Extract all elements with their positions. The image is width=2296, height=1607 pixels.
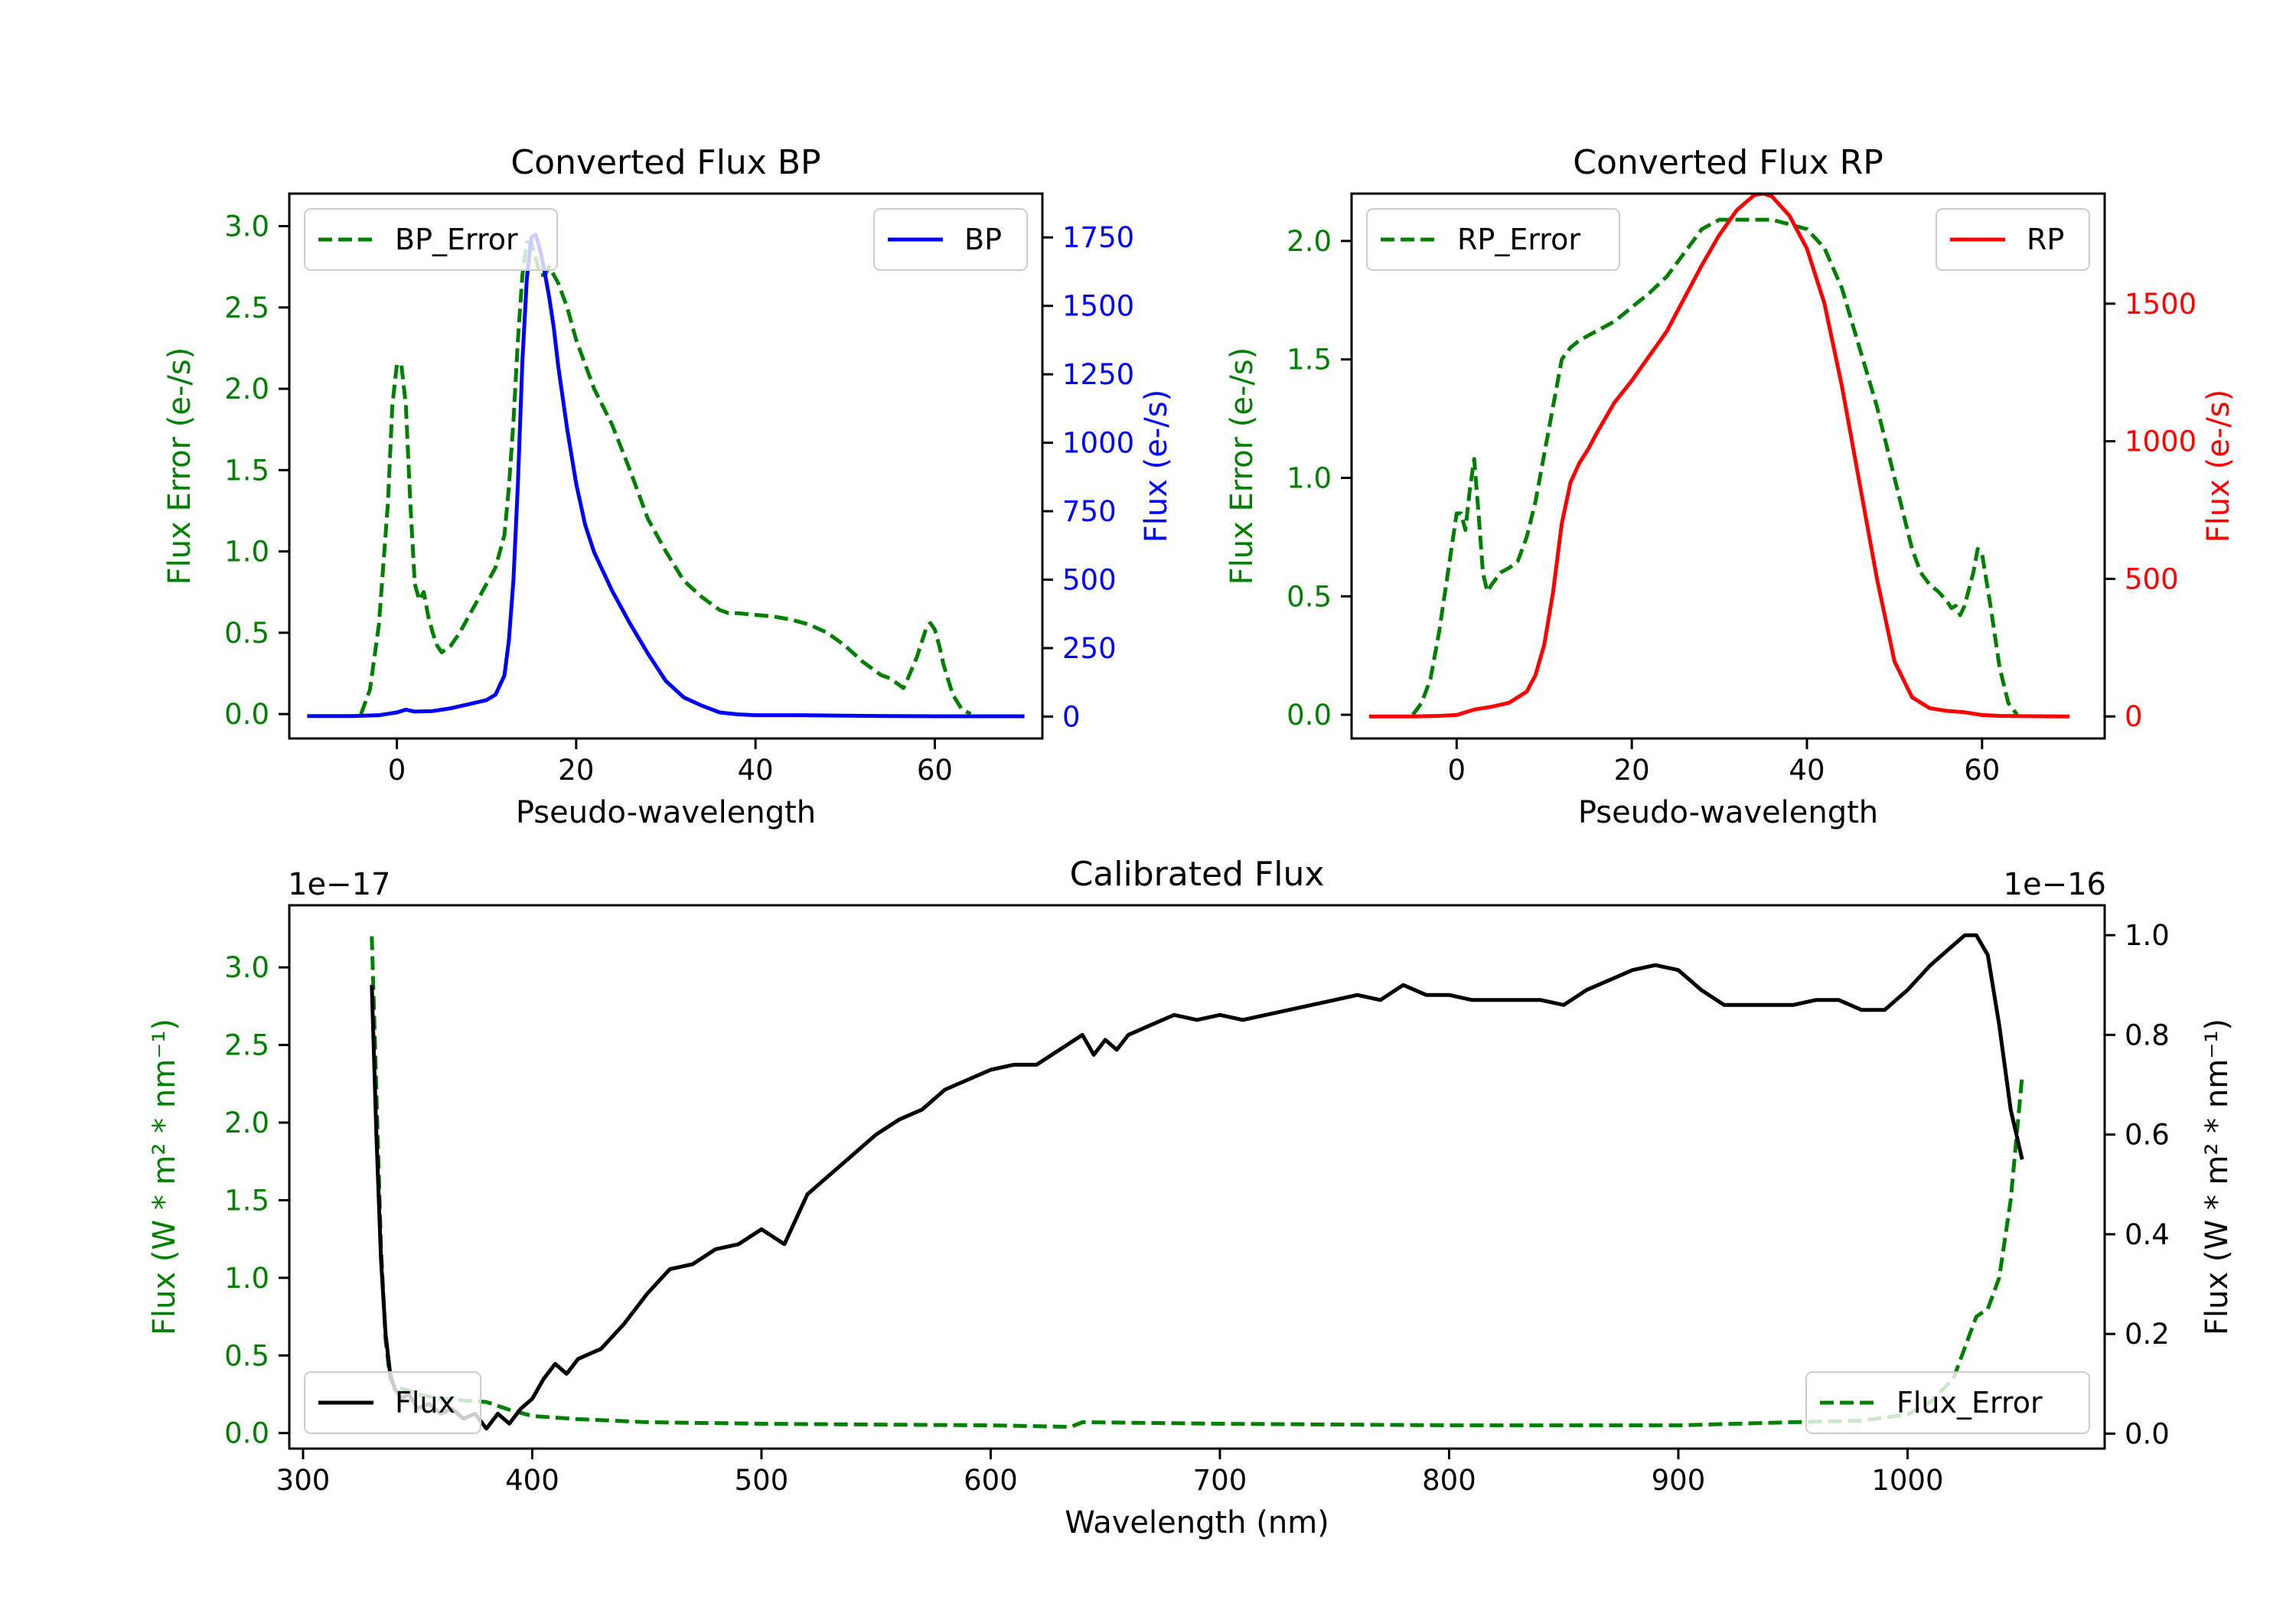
x-tick-label: 500	[735, 1464, 789, 1497]
y-right-tick-label: 0	[1062, 700, 1081, 733]
y-right-tick-label: 1500	[1062, 290, 1134, 323]
y-left-tick-label: 2.0	[1287, 225, 1332, 258]
y-right-tick-label: 0.6	[2125, 1119, 2170, 1152]
legend-rp-flux-box	[1936, 208, 2090, 271]
chart-converted-flux-rp: 0 20 40 60 0.0 0.5 1.0 1.5 2.0 0 500 1000 1500 Conver…	[1225, 143, 2236, 830]
x-tick-label: 40	[738, 754, 774, 787]
chart-title: Calibrated Flux	[1070, 855, 1325, 894]
y-left-tick-label: 0.0	[224, 1417, 269, 1450]
x-axis-label: Pseudo-wavelength	[1578, 795, 1878, 830]
chart-title: Converted Flux BP	[510, 143, 820, 182]
y-right-tick-label: 1000	[2125, 425, 2197, 458]
y-right-tick-label: 1750	[1062, 221, 1134, 254]
plot-frame	[288, 904, 2106, 1450]
legend-rp-flux-label: RP	[2027, 223, 2064, 256]
y-left-tick-label: 0.5	[1287, 580, 1332, 613]
y-right-tick-label: 0	[2125, 700, 2143, 733]
legend-flux-box	[304, 1371, 481, 1434]
chart-title: Converted Flux RP	[1573, 143, 1883, 182]
x-tick-label: 20	[558, 754, 594, 787]
y-right-tick-label: 0.0	[2125, 1417, 2170, 1450]
y-left-tick-label: 3.0	[224, 951, 269, 984]
x-axis-label: Pseudo-wavelength	[516, 795, 816, 830]
x-tick-label: 900	[1652, 1464, 1706, 1497]
legend-rp-error-box	[1366, 208, 1620, 271]
legend-bp-flux-label: BP	[964, 223, 1002, 256]
y-right-tick-label: 1000	[1062, 427, 1134, 460]
y-right-axis-label: Flux (W * m² * nm⁻¹)	[2200, 1019, 2235, 1335]
y-right-tick-label: 500	[2125, 562, 2179, 595]
x-tick-label: 300	[276, 1464, 331, 1497]
y-left-tick-label: 1.5	[1287, 344, 1332, 376]
legend-bp-error-label: BP_Error	[395, 223, 518, 256]
y-right-tick-label: 1.0	[2125, 919, 2170, 952]
y-left-tick-label: 2.5	[224, 292, 269, 324]
y-left-tick-label: 2.0	[224, 373, 269, 406]
x-tick-label: 0	[388, 754, 406, 787]
y-left-axis-label: Flux Error (e-/s)	[162, 347, 197, 585]
y-left-offset-label: 1e−17	[288, 867, 390, 902]
y-right-tick-label: 500	[1062, 563, 1117, 596]
x-tick-label: 400	[505, 1464, 559, 1497]
y-left-axis-label: Flux Error (e-/s)	[1225, 347, 1260, 585]
series-line-bp-error	[359, 240, 972, 716]
x-tick-label: 40	[1789, 754, 1825, 787]
y-left-tick-label: 0.0	[224, 698, 269, 731]
legend-bp-flux-box	[873, 208, 1028, 271]
chart-converted-flux-bp: 0 20 40 60 0.0 0.5 1.0 1.5 2.0 2.5 3.0 0 250 500 750 10…	[162, 143, 1174, 830]
y-left-tick-label: 2.5	[224, 1029, 269, 1062]
legend-flux: Flux	[304, 1371, 481, 1434]
plot-frame	[288, 192, 1044, 740]
y-left-tick-label: 1.5	[224, 1184, 269, 1217]
y-right-tick-label: 1250	[1062, 358, 1134, 391]
legend-bp-error-box	[304, 208, 558, 271]
y-right-offset-label: 1e−16	[2004, 867, 2106, 902]
legend-flux-error: Flux_Error	[1805, 1371, 2090, 1434]
y-right-tick-label: 1500	[2125, 288, 2197, 321]
y-left-tick-label: 2.0	[224, 1107, 269, 1139]
x-tick-label: 800	[1422, 1464, 1476, 1497]
legend-rp-error: RP_Error	[1366, 208, 1620, 271]
y-left-tick-label: 1.0	[224, 1262, 269, 1295]
y-left-tick-label: 1.0	[1287, 461, 1332, 494]
legend-flux-label: Flux	[395, 1386, 455, 1420]
legend-rp-flux: RP	[1936, 208, 2090, 271]
y-left-axis-label: Flux (W * m² * nm⁻¹)	[147, 1019, 182, 1335]
series-line-rp-error	[1411, 217, 2019, 716]
y-right-tick-label: 0.2	[2125, 1318, 2170, 1351]
x-tick-label: 20	[1614, 754, 1650, 787]
x-tick-label: 1000	[1871, 1464, 1943, 1497]
legend-flux-error-label: Flux_Error	[1896, 1386, 2043, 1420]
chart-calibrated-flux: 300 400 500 600 700 800 900 1000 0.0 0.5 1.0 1.5 2.0…	[147, 855, 2235, 1540]
legend-flux-error-box	[1805, 1371, 2090, 1434]
legend-rp-error-label: RP_Error	[1457, 223, 1580, 256]
y-left-tick-label: 0.5	[224, 617, 269, 650]
y-right-tick-label: 750	[1062, 495, 1117, 528]
y-left-tick-label: 1.5	[224, 454, 269, 487]
y-right-tick-label: 250	[1062, 632, 1117, 665]
series-line-bp	[307, 233, 1025, 719]
legend-bp-flux: BP	[873, 208, 1028, 271]
x-tick-label: 600	[964, 1464, 1018, 1497]
x-tick-label: 700	[1193, 1464, 1247, 1497]
x-tick-label: 60	[917, 754, 953, 787]
y-right-axis-label: Flux (e-/s)	[2201, 390, 2236, 543]
y-left-tick-label: 3.0	[224, 210, 269, 243]
y-right-tick-label: 0.8	[2125, 1019, 2170, 1051]
y-right-axis-label: Flux (e-/s)	[1139, 390, 1174, 543]
series-line-rp	[1368, 194, 2070, 719]
y-right-tick-label: 0.4	[2125, 1218, 2170, 1251]
series-line-flux	[370, 933, 2024, 1431]
plot-frame	[1350, 192, 2106, 740]
x-axis-label: Wavelength (nm)	[1065, 1505, 1329, 1540]
legend-bp-error: BP_Error	[304, 208, 558, 271]
y-left-tick-label: 1.0	[224, 536, 269, 569]
y-left-tick-label: 0.5	[224, 1339, 269, 1372]
x-tick-label: 0	[1448, 754, 1466, 787]
x-tick-label: 60	[1964, 754, 2000, 787]
y-left-tick-label: 0.0	[1287, 699, 1332, 732]
